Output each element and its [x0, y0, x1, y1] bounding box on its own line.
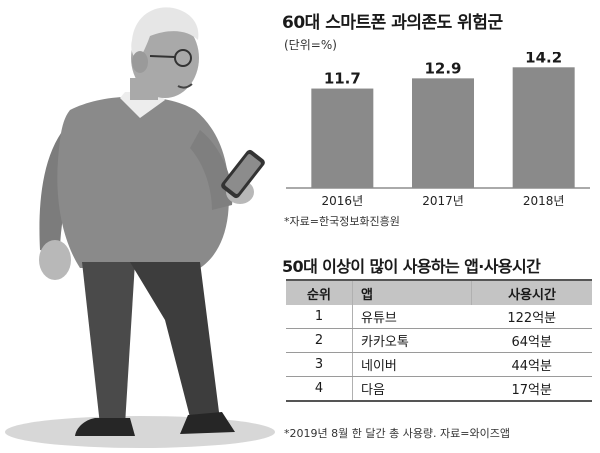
header-time: 사용시간: [471, 279, 592, 305]
row-time: 122억분: [471, 305, 592, 329]
ear: [132, 51, 148, 73]
table-row: 3 네이버 44억분: [286, 352, 592, 377]
glasses-icon: [174, 49, 192, 67]
table-row: 4 다음 17억분: [286, 376, 592, 402]
table-header-row: 순위 앱 사용시간: [286, 279, 592, 305]
left-hand: [39, 240, 71, 280]
hair: [131, 7, 199, 62]
row-time: 17억분: [471, 376, 592, 402]
table-row: 1 유튜브 122억분: [286, 305, 592, 329]
data-label-2016년: 11.7: [324, 70, 361, 88]
data-label-2018년: 14.2: [525, 52, 562, 66]
right-shoe: [180, 412, 235, 434]
man-with-smartphone-illustration: [5, 7, 275, 448]
right-arm: [190, 130, 233, 210]
chart-source: *자료=한국정보화진흥원: [284, 215, 400, 228]
bar-2017년: [412, 78, 474, 188]
header-rank: 순위: [286, 279, 353, 305]
data-label-2017년: 12.9: [424, 59, 461, 77]
table-row: 2 카카오톡 64억분: [286, 328, 592, 353]
bar-chart: 11.7 2016년 12.9 2017년 14.2 2018년: [286, 52, 590, 208]
header-app: 앱: [352, 279, 472, 305]
row-app: 카카오톡: [352, 328, 472, 353]
app-usage-table: 순위 앱 사용시간 1 유튜브 122억분 2 카카오톡 64억분 3 네이버 …: [286, 279, 592, 402]
left-shoe: [75, 418, 135, 436]
row-app: 다음: [352, 376, 472, 402]
row-rank: 4: [286, 376, 353, 402]
row-time: 44억분: [471, 352, 592, 377]
sweater-body: [57, 96, 230, 268]
bar-2016년: [311, 88, 374, 188]
table-title: 50대 이상이 많이 사용하는 앱·사용시간: [282, 257, 541, 276]
row-time: 64억분: [471, 328, 592, 353]
row-rank: 3: [286, 352, 353, 377]
chart-title: 60대 스마트폰 과의존도 위험군: [282, 13, 503, 33]
bar-2018년: [512, 67, 575, 188]
row-app: 네이버: [352, 352, 472, 377]
chart-unit: (단위=%): [284, 38, 337, 52]
x-tick-label-2017년: 2017년: [422, 194, 464, 208]
x-tick-label-2016년: 2016년: [322, 194, 364, 208]
row-app: 유튜브: [352, 305, 472, 329]
x-tick-label-2018년: 2018년: [523, 194, 565, 208]
table-source: *2019년 8월 한 달간 총 사용량. 자료=와이즈앱: [284, 427, 510, 440]
row-rank: 1: [286, 305, 353, 329]
left-leg: [82, 262, 135, 425]
right-leg: [130, 262, 220, 425]
row-rank: 2: [286, 328, 353, 353]
